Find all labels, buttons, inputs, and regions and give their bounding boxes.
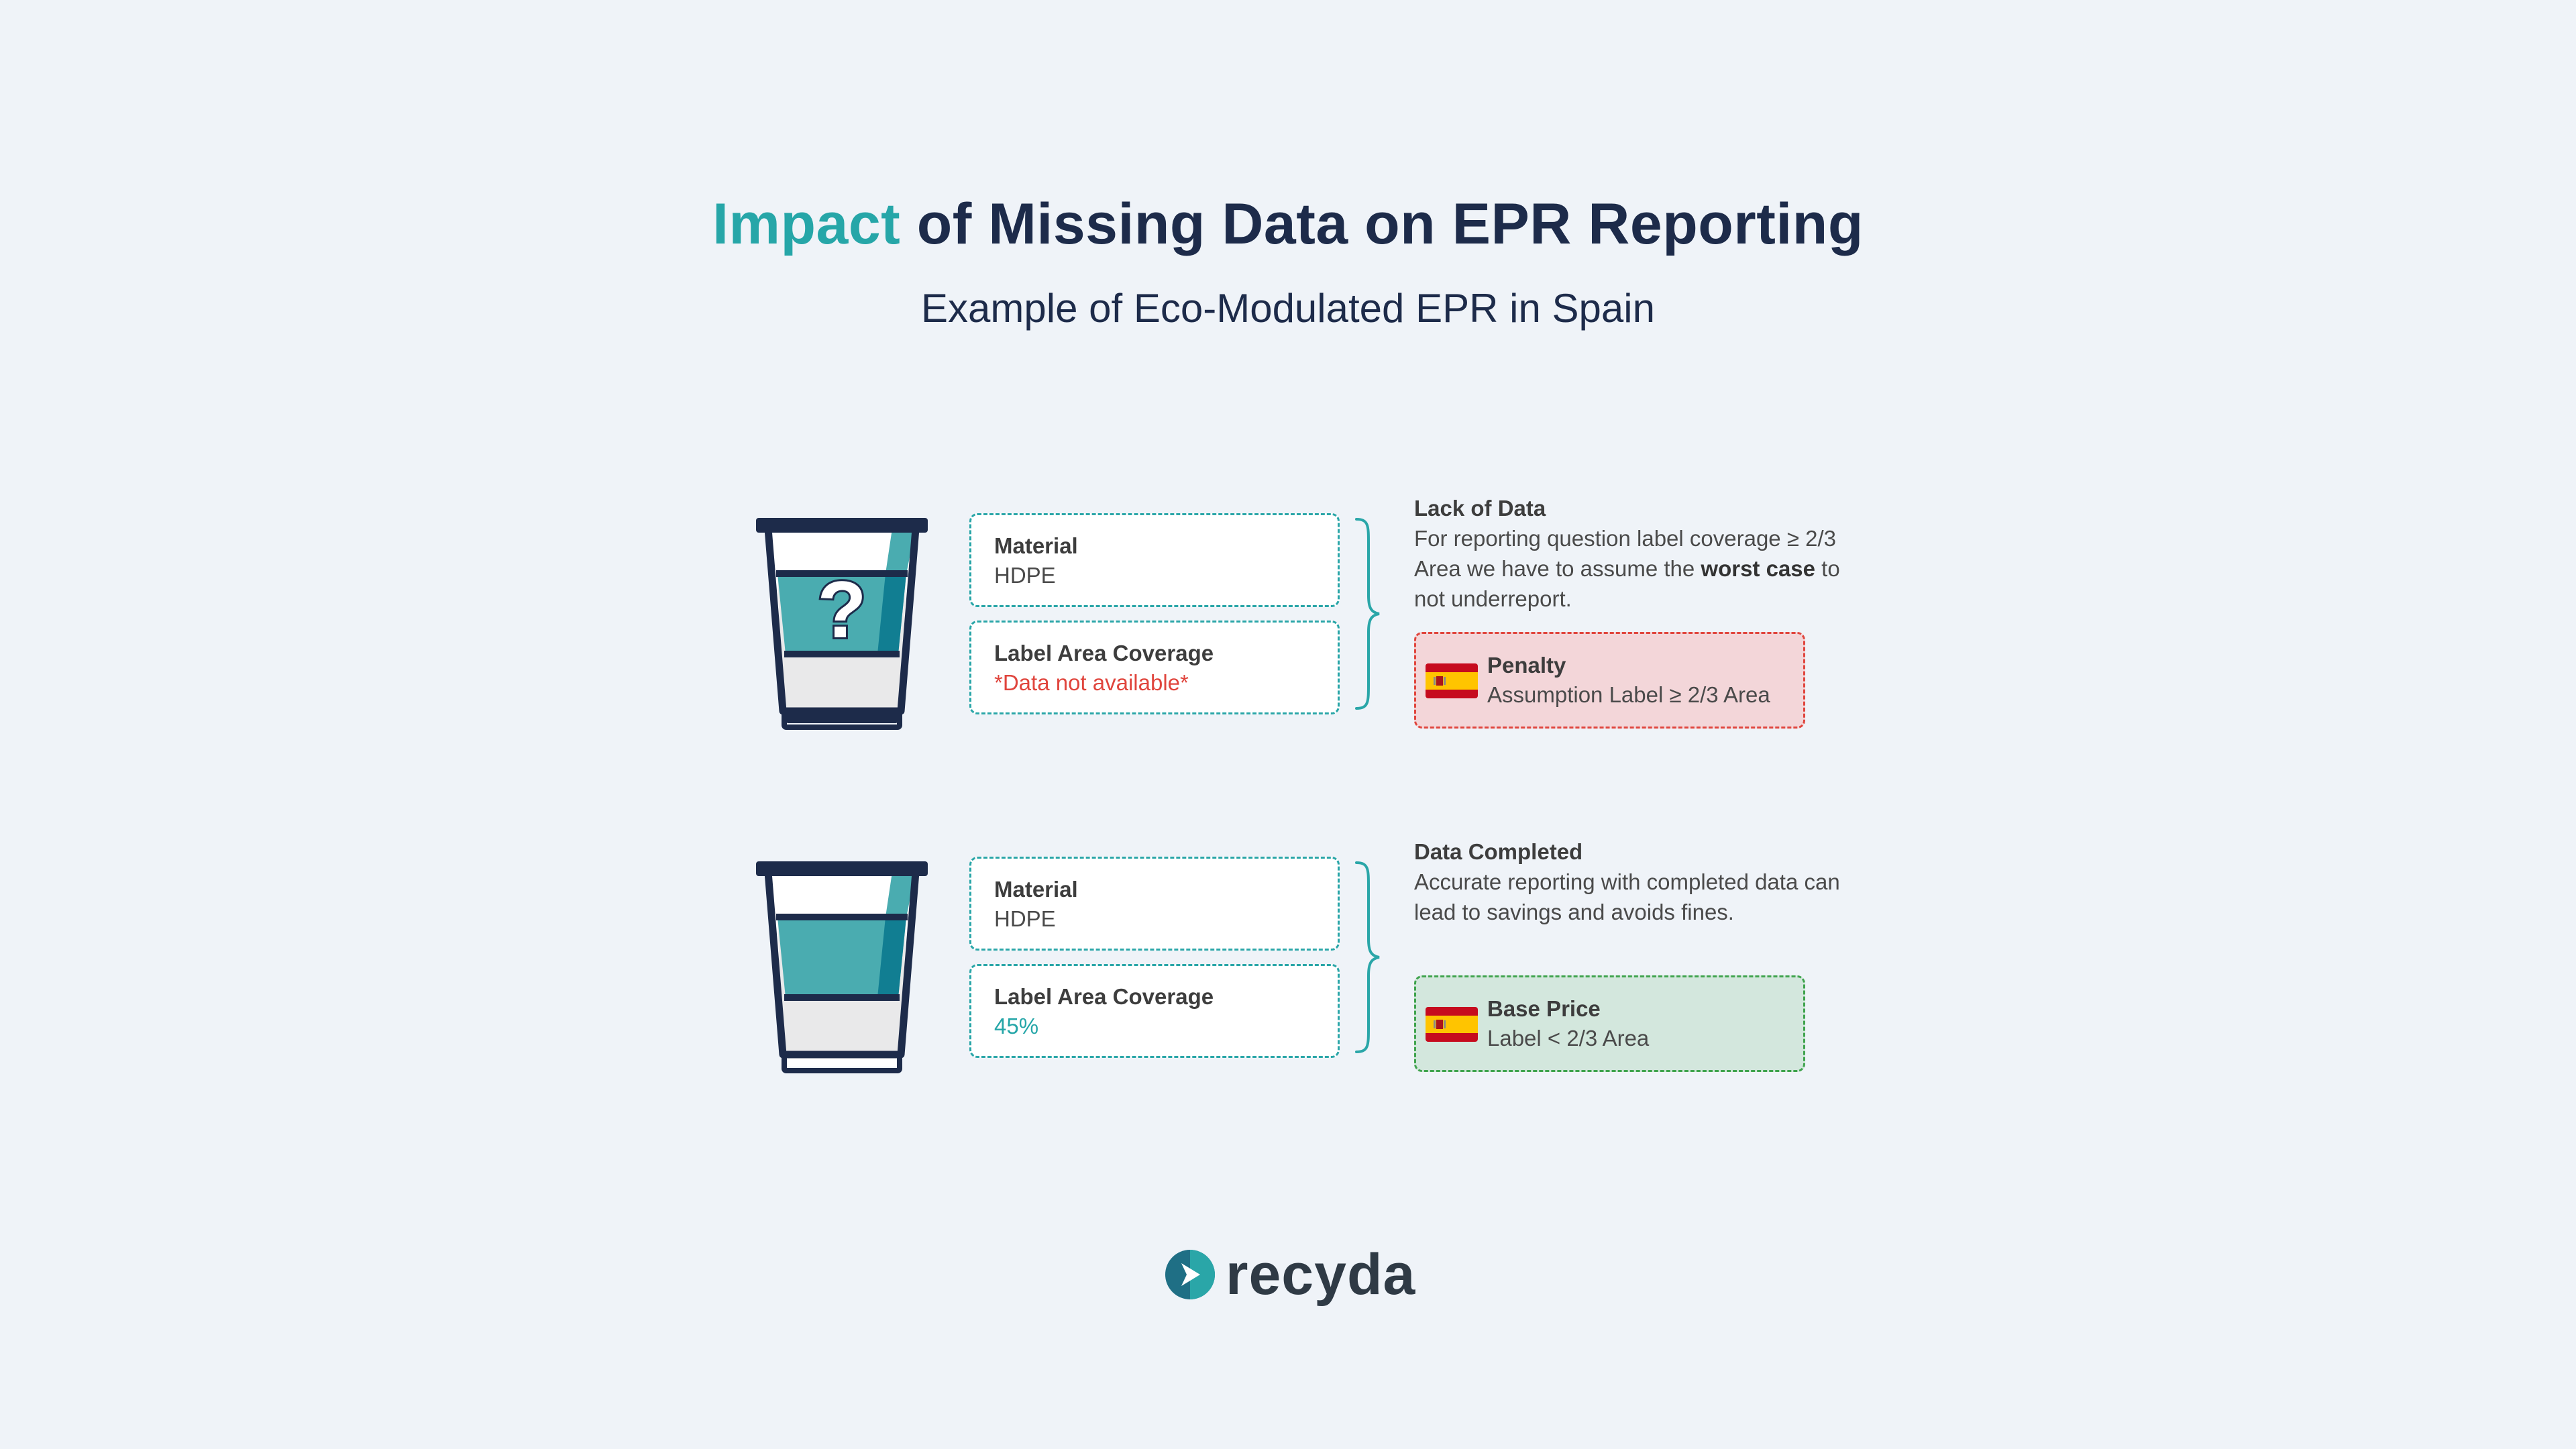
label-coverage-label: Label Area Coverage: [994, 641, 1214, 665]
label-coverage-value: 45%: [994, 1014, 1039, 1038]
base-price-box: Base Price Label < 2/3 Area: [1414, 975, 1805, 1072]
result-title: Base Price: [1487, 996, 1601, 1021]
label-coverage-field: Label Area Coverage *Data not available*: [969, 621, 1340, 714]
curly-brace-icon: [1355, 861, 1380, 1053]
note-title: Lack of Data: [1414, 496, 1546, 521]
recyda-logo: recyda: [1164, 1238, 1415, 1311]
material-field: Material HDPE: [969, 857, 1340, 951]
result-title: Penalty: [1487, 653, 1566, 678]
result-text: Assumption Label ≥ 2/3 Area: [1487, 682, 1770, 707]
material-value: HDPE: [994, 906, 1056, 931]
material-label: Material: [994, 533, 1078, 558]
material-label: Material: [994, 877, 1078, 902]
note-text: For reporting question label coverage ≥ …: [1414, 526, 1840, 611]
material-value: HDPE: [994, 563, 1056, 588]
scenario-data-completed: Material HDPE Label Area Coverage 45% Da…: [0, 837, 2576, 1081]
recyda-logo-mark-icon: [1165, 1250, 1215, 1299]
lack-of-data-note: Lack of Data For reporting question labe…: [1414, 493, 1843, 614]
data-completed-note: Data Completed Accurate reporting with c…: [1414, 837, 1843, 927]
title-accent: Impact: [712, 192, 901, 256]
page-title: Impact of Missing Data on EPR Reporting: [0, 191, 2576, 258]
label-coverage-value: *Data not available*: [994, 670, 1189, 695]
page-subtitle: Example of Eco-Modulated EPR in Spain: [921, 286, 1655, 331]
spain-flag-icon: [1426, 663, 1478, 698]
title-rest: of Missing Data on EPR Reporting: [900, 192, 1864, 256]
spain-flag-icon: [1426, 1007, 1478, 1042]
label-coverage-field: Label Area Coverage 45%: [969, 964, 1340, 1058]
note-text: Accurate reporting with completed data c…: [1414, 869, 1840, 924]
question-mark: ?: [817, 565, 866, 655]
cup-icon: [756, 861, 928, 1073]
note-title: Data Completed: [1414, 839, 1583, 864]
label-coverage-label: Label Area Coverage: [994, 984, 1214, 1009]
result-text: Label < 2/3 Area: [1487, 1026, 1650, 1051]
scenario-missing-data: ? Material HDPE Label Area Coverage *Dat…: [0, 496, 2576, 738]
brand-name: recyda: [1226, 1242, 1416, 1307]
material-field: Material HDPE: [969, 513, 1340, 607]
cup-question-icon: ?: [756, 518, 928, 730]
penalty-box: Penalty Assumption Label ≥ 2/3 Area: [1414, 632, 1805, 729]
curly-brace-icon: [1355, 518, 1380, 710]
